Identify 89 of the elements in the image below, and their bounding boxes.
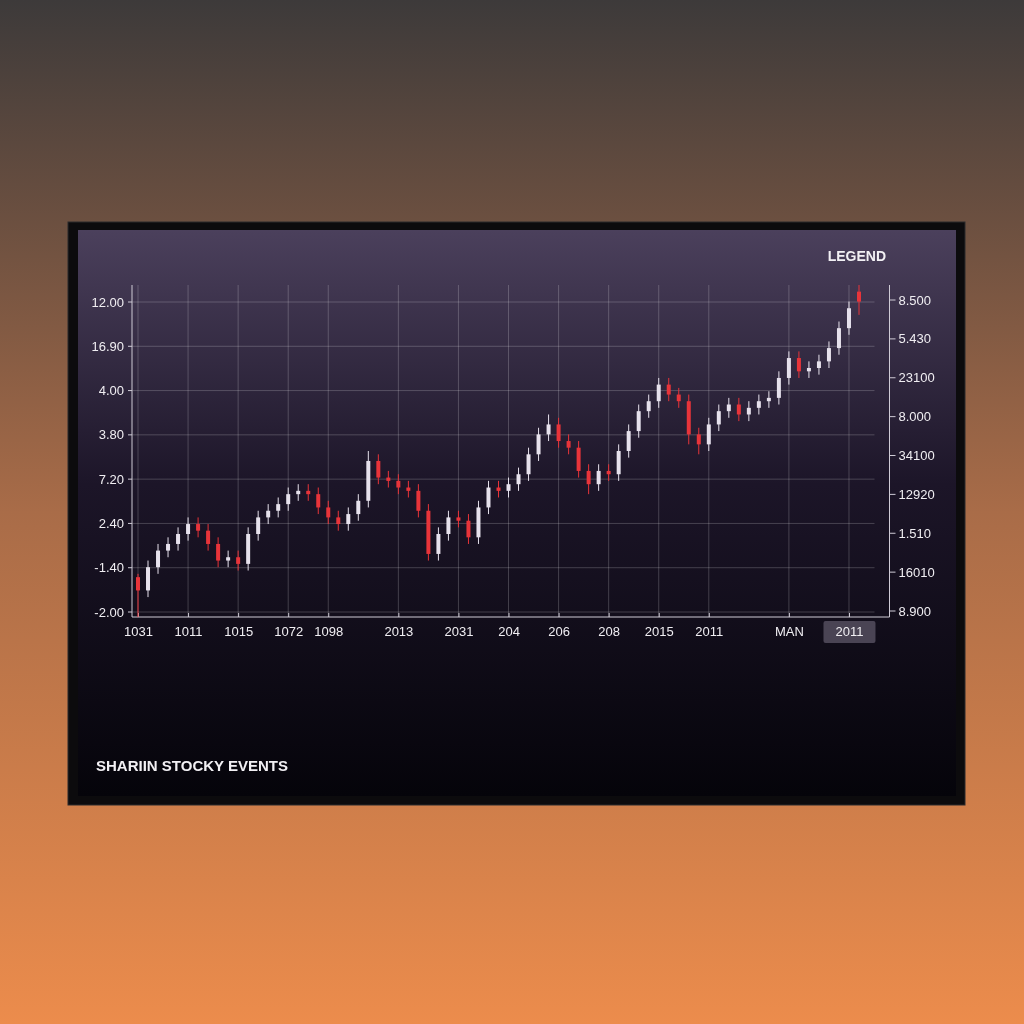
candlestick [846, 301, 851, 336]
candlestick [516, 467, 521, 492]
candlestick [666, 377, 671, 402]
x-tick-label: 2031 [444, 624, 474, 640]
candlestick [636, 404, 641, 439]
candlestick [806, 360, 811, 379]
candlestick [756, 394, 761, 415]
candlestick [466, 513, 471, 545]
text: 34100 [898, 448, 935, 464]
text: 3.80 [98, 427, 124, 443]
candlestick [857, 284, 861, 316]
candlestick [216, 536, 221, 568]
text: LEGEND [827, 248, 886, 264]
candlestick [596, 463, 601, 492]
candlestick [836, 321, 841, 356]
candlestick [786, 350, 791, 386]
candlestick [556, 417, 561, 449]
text: 16010 [898, 564, 935, 580]
x-tick-label: 1098 [314, 624, 344, 640]
candlestick [186, 516, 191, 542]
candlestick [356, 493, 361, 522]
candlestick [586, 463, 591, 495]
candlestick [656, 377, 661, 409]
candlestick [176, 526, 181, 552]
x-tick-label: 206 [548, 624, 570, 640]
candlestick [156, 543, 161, 575]
text: 7.20 [98, 471, 124, 487]
candlestick [196, 516, 201, 538]
text: -1.40 [94, 560, 124, 576]
candlestick [146, 560, 151, 598]
candlestick [376, 453, 381, 485]
candlestick [626, 423, 631, 459]
candlestick [436, 526, 441, 562]
text: -2.00 [94, 604, 124, 620]
candlestick [546, 413, 551, 442]
x-tick-label: MAN [774, 624, 804, 640]
x-tick-label: 1072 [274, 624, 304, 640]
candlestick [706, 417, 711, 452]
candlestick [796, 350, 801, 379]
candlestick [166, 536, 171, 558]
text: 12920 [898, 486, 935, 502]
candlestick [336, 510, 341, 532]
candlestick [616, 443, 621, 482]
text: 23100 [898, 370, 935, 386]
candlestick [416, 483, 421, 518]
x-tick-label: 1031 [124, 624, 153, 640]
x-tick-label: 1015 [224, 624, 254, 640]
candlestick [256, 510, 261, 542]
candlestick [536, 427, 541, 462]
text: SHARIIN STOCKY EVENTS [96, 757, 288, 774]
x-tick-label: 2015 [644, 624, 674, 640]
candlestick [766, 390, 771, 409]
text: 1.510 [898, 525, 932, 541]
x-tick-label: 208 [598, 624, 620, 640]
text: 8.000 [898, 409, 932, 425]
candlestick [696, 427, 701, 455]
x-tick-label: 2013 [384, 624, 414, 640]
candlestick [276, 496, 281, 518]
candlestick [526, 447, 531, 482]
candlestick [506, 477, 511, 498]
text: 12.00 [91, 294, 124, 310]
x-tick-label: 2011 [835, 624, 864, 640]
text: 5.430 [898, 331, 932, 347]
candlestick [346, 506, 351, 532]
candlestick [816, 354, 821, 376]
candlestick [226, 550, 231, 568]
x-tick-label: 1011 [174, 624, 203, 640]
candlestick [716, 404, 721, 432]
candlestick [446, 510, 451, 542]
candlestick [576, 440, 581, 479]
text: 2.40 [98, 515, 124, 531]
x-tick-label: 204 [498, 624, 520, 640]
candlestick [316, 487, 321, 515]
text: 16.90 [91, 338, 124, 354]
candlestick [236, 550, 241, 572]
candlestick [826, 340, 831, 369]
candlestick [776, 370, 781, 406]
candlestick [486, 480, 491, 515]
candlestick [206, 523, 211, 552]
x-tick-label: 2011 [695, 624, 724, 640]
candlestick [286, 487, 291, 512]
candlestick [646, 394, 651, 419]
text: 8.500 [898, 292, 932, 308]
text: 4.00 [98, 383, 124, 399]
candlestick [326, 500, 331, 525]
candlestick [736, 397, 741, 422]
candlestick [396, 473, 401, 495]
candlestick [566, 433, 571, 455]
text: 8.900 [898, 603, 932, 619]
